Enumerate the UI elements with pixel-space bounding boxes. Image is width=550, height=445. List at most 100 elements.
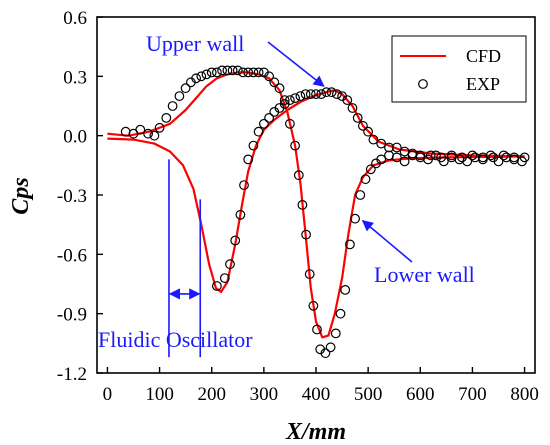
exp-point <box>196 71 207 82</box>
x-tick-label: 500 <box>354 384 383 405</box>
series-exp-3 <box>211 87 530 291</box>
exp-point <box>235 209 246 220</box>
x-tick-label: 800 <box>510 384 539 405</box>
exp-point <box>201 69 212 80</box>
legend-exp-swatch <box>418 79 428 89</box>
x-tick-label: 0 <box>103 384 113 405</box>
exp-point <box>301 229 312 240</box>
x-tick-label: 400 <box>302 384 331 405</box>
exp-point <box>415 150 426 161</box>
exp-point <box>316 89 327 99</box>
exp-point <box>143 128 154 139</box>
x-tick-label: 600 <box>406 384 435 405</box>
exp-point <box>264 71 275 82</box>
exp-point <box>391 142 402 153</box>
exp-point <box>290 93 301 103</box>
exp-point <box>264 112 275 123</box>
x-axis-title: X/mm <box>285 419 346 445</box>
exp-point <box>436 152 447 163</box>
legend: CFD EXP <box>391 35 527 103</box>
exp-point <box>274 83 285 94</box>
exp-point <box>304 269 315 280</box>
exp-point <box>478 152 488 163</box>
exp-point <box>238 67 248 78</box>
exp-point <box>227 65 238 76</box>
exp-point <box>457 152 467 163</box>
exp-point <box>295 91 306 101</box>
exp-point <box>311 89 321 99</box>
exp-point <box>399 156 410 167</box>
exp-point <box>253 67 264 78</box>
x-tick-label: 700 <box>458 384 487 405</box>
exp-point <box>363 126 374 137</box>
exp-point <box>321 87 332 98</box>
exp-point <box>225 259 235 270</box>
upper-wall-label: Upper wall <box>146 31 244 56</box>
exp-point <box>248 67 259 78</box>
y-tick-label: 0.0 <box>63 127 87 148</box>
exp-point <box>325 342 336 353</box>
exp-point <box>285 118 295 129</box>
exp-point <box>342 95 353 105</box>
exp-point <box>384 142 394 153</box>
exp-point <box>174 91 185 101</box>
exp-point <box>253 126 264 137</box>
exp-point <box>368 134 379 145</box>
upper-wall-arrow <box>267 41 325 87</box>
y-tick-label: -0.3 <box>57 186 87 207</box>
exp-point <box>259 118 269 129</box>
series-exp-2 <box>120 65 527 359</box>
exp-point <box>154 122 165 133</box>
series-layer <box>107 65 530 359</box>
exp-point <box>243 67 254 78</box>
exp-point <box>488 152 499 163</box>
exp-point <box>509 152 519 163</box>
y-tick-label: -0.9 <box>57 305 87 326</box>
cfd-curve <box>107 71 525 339</box>
exp-point <box>290 140 301 151</box>
series-cfd-0 <box>107 71 525 339</box>
exp-point <box>425 150 436 161</box>
exp-point <box>135 124 146 135</box>
exp-point <box>222 65 233 76</box>
legend-exp-label: EXP <box>466 74 500 94</box>
y-tick-label: -0.6 <box>57 245 87 266</box>
exp-point <box>498 150 509 161</box>
x-tick-label: 200 <box>197 384 226 405</box>
exp-point <box>232 65 243 76</box>
fluidic-oscillator-label: Fluidic Oscillator <box>98 327 253 352</box>
exp-point <box>149 130 160 141</box>
exp-point <box>300 89 311 99</box>
exp-point <box>167 101 178 111</box>
exp-point <box>239 180 249 191</box>
annotation-layer: Upper wall Lower wall Fluidic Oscillator <box>98 31 475 358</box>
exp-point <box>308 300 319 311</box>
y-tick-label: -1.2 <box>57 364 87 385</box>
exp-point <box>191 73 202 84</box>
exp-point <box>431 150 441 161</box>
exp-point <box>350 213 361 224</box>
exp-point <box>365 164 376 175</box>
exp-point <box>243 154 254 165</box>
exp-point <box>279 95 290 105</box>
exp-point <box>248 140 259 151</box>
y-axis-title: Cps <box>8 177 34 214</box>
exp-point <box>340 285 351 295</box>
exp-point <box>211 67 222 78</box>
exp-point <box>330 328 341 339</box>
exp-point <box>467 150 478 161</box>
exp-point <box>391 152 402 163</box>
exp-point <box>347 103 358 113</box>
exp-point <box>230 235 241 246</box>
legend-cfd-label: CFD <box>466 46 501 66</box>
exp-point <box>312 324 322 335</box>
exp-point <box>345 239 355 250</box>
exp-point <box>332 89 342 99</box>
y-tick-label: 0.6 <box>63 8 87 29</box>
exp-point <box>206 67 217 78</box>
exp-point <box>297 199 308 210</box>
exp-point <box>211 281 222 291</box>
exp-point <box>285 95 295 105</box>
exp-point <box>446 152 457 163</box>
